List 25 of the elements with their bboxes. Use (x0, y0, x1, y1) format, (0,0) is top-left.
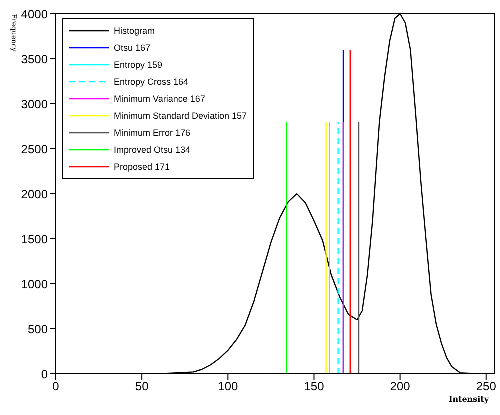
y-tick-label: 2500 (21, 142, 48, 156)
legend-label: Improved Otsu 134 (114, 144, 191, 154)
y-tick-label: 3500 (21, 52, 48, 66)
legend-label: Minimum Standard Deviation 157 (114, 110, 248, 120)
y-tick-label: 2000 (21, 187, 48, 202)
x-tick-label: 150 (304, 380, 325, 394)
y-tick-label: 0 (41, 367, 48, 382)
y-tick-label: 1000 (21, 277, 48, 292)
legend-label: Minimum Variance 167 (114, 94, 206, 104)
legend-label: Entropy 159 (114, 60, 163, 70)
legend-label: Entropy Cross 164 (114, 76, 189, 86)
x-tick-label: 250 (476, 380, 497, 394)
y-tick-label: 500 (28, 322, 48, 336)
x-tick-label: 200 (390, 380, 411, 394)
y-tick-label: 3000 (21, 97, 48, 112)
legend-label: Otsu 167 (114, 42, 151, 52)
x-tick-label: 50 (135, 380, 150, 394)
x-axis-title: Intensity (448, 394, 490, 404)
legend-label: Histogram (114, 26, 156, 36)
x-tick-label: 0 (52, 380, 60, 394)
y-tick-label: 1500 (21, 232, 48, 246)
legend-label: Proposed 171 (114, 162, 170, 172)
y-tick-label: 4000 (21, 7, 48, 22)
legend-label: Minimum Error 176 (114, 128, 191, 138)
x-tick-label: 100 (218, 380, 238, 394)
